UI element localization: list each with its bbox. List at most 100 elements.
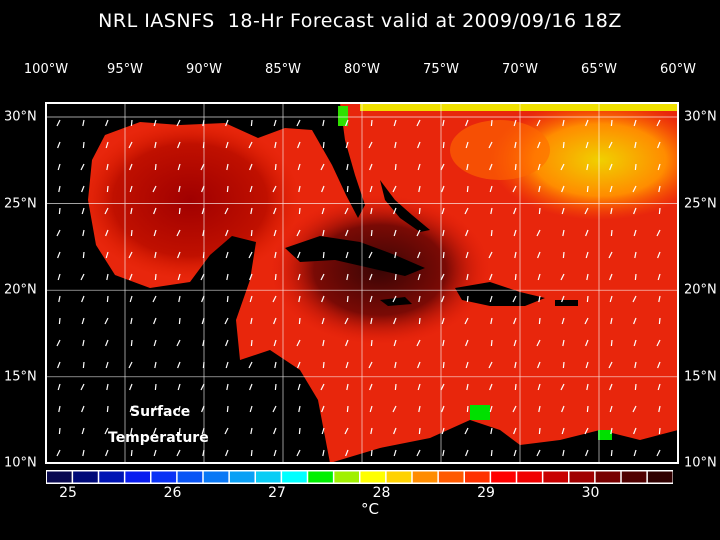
wind-arrow xyxy=(82,361,85,369)
wind-arrow xyxy=(418,207,421,215)
wind-arrow xyxy=(440,383,445,391)
lon-label: 90°W xyxy=(186,62,222,77)
wind-arrow xyxy=(561,207,565,215)
map-title: NRL IASNFS 18-Hr Forecast valid at 2009/… xyxy=(98,10,622,32)
wind-arrow xyxy=(440,163,445,171)
wind-arrow xyxy=(416,119,421,127)
wind-arrow xyxy=(514,361,517,369)
wind-arrow xyxy=(130,317,133,325)
wind-arrow xyxy=(466,273,469,281)
wind-arrow xyxy=(488,361,493,369)
wind-arrow xyxy=(345,339,349,347)
wind-arrow xyxy=(296,339,301,347)
lon-label: 65°W xyxy=(581,62,617,77)
land-jamaica xyxy=(380,297,412,306)
wind-arrow xyxy=(200,273,205,281)
wind-arrow xyxy=(633,317,637,325)
wind-arrow xyxy=(130,119,133,127)
wind-arrow xyxy=(344,207,349,215)
wind-arrow xyxy=(657,361,661,369)
land-puerto-rico xyxy=(555,300,578,306)
wind-arrow xyxy=(56,229,61,237)
colorbar-swatch xyxy=(543,471,568,483)
wind-arrow xyxy=(368,141,373,149)
wind-arrow xyxy=(442,141,445,149)
wind-arrow xyxy=(633,427,637,435)
wind-arrow xyxy=(58,295,61,303)
wind-arrow xyxy=(417,141,421,149)
wind-arrow xyxy=(369,295,373,303)
wind-arrow xyxy=(177,361,181,369)
wind-arrow xyxy=(513,119,517,127)
wind-arrow xyxy=(418,185,421,193)
wind-arrow xyxy=(272,295,277,303)
graticule xyxy=(46,103,678,463)
colorbar-unit: °C xyxy=(361,500,379,518)
colorbar-swatch xyxy=(47,471,72,483)
wind-arrow xyxy=(610,427,613,435)
wind-arrow xyxy=(560,383,565,391)
land-cuba xyxy=(285,236,425,276)
colorbar-swatch xyxy=(621,471,647,483)
wind-arrow xyxy=(296,449,301,457)
lon-label: 60°W xyxy=(660,62,696,77)
wind-arrow xyxy=(130,427,133,435)
wind-arrow xyxy=(538,207,541,215)
land-hispaniola xyxy=(455,282,545,306)
wind-arrow xyxy=(178,185,181,193)
wind-arrow xyxy=(248,141,253,149)
wind-arrow xyxy=(418,317,421,325)
wind-arrow xyxy=(634,251,637,259)
wind-arrow xyxy=(320,163,325,171)
colorbar-swatch xyxy=(229,471,255,483)
wind-arrow xyxy=(368,361,373,369)
wind-arrow xyxy=(466,295,469,303)
wind-arrow xyxy=(584,207,589,215)
wind-arrow xyxy=(514,163,517,171)
wind-arrow xyxy=(225,361,229,369)
colorbar-swatch xyxy=(308,471,333,483)
wind-arrow xyxy=(81,317,85,325)
wind-arrow xyxy=(225,449,229,457)
wind-arrow xyxy=(154,141,157,149)
wind-arrow xyxy=(153,229,157,237)
wind-arrow xyxy=(56,449,61,457)
wind-arrow xyxy=(273,317,277,325)
wind-arrow xyxy=(490,317,493,325)
wind-arrow xyxy=(489,273,493,281)
overlay-label-temperature: Temperature xyxy=(108,430,209,446)
wind-arrow xyxy=(200,383,205,391)
colorbar-swatch xyxy=(517,471,542,483)
wind-arrow xyxy=(489,383,493,391)
wind-arrow xyxy=(226,185,229,193)
wind-arrow xyxy=(154,361,157,369)
colorbar-swatch xyxy=(99,471,124,483)
wind-arrow xyxy=(513,317,517,325)
colorbar-swatch xyxy=(334,471,359,483)
wind-arrow xyxy=(610,229,613,237)
wind-arrow xyxy=(561,405,565,413)
wind-arrow xyxy=(129,185,133,193)
wind-arrow xyxy=(584,427,589,435)
wind-arrow xyxy=(417,361,421,369)
wind-arrow xyxy=(178,295,181,303)
wind-arrow xyxy=(656,339,661,347)
wind-arrow xyxy=(537,273,541,281)
wind-arrow xyxy=(128,251,133,259)
lat-label-left: 30°N xyxy=(4,109,37,125)
wind-arrow xyxy=(465,141,469,149)
lat-label-right: 10°N xyxy=(684,455,717,471)
wind-arrow xyxy=(537,361,541,369)
wind-arrow xyxy=(658,207,661,215)
wind-arrow xyxy=(321,427,325,435)
wind-arrow xyxy=(57,251,61,259)
wind-arrow xyxy=(249,163,253,171)
wind-arrow xyxy=(369,383,373,391)
wind-arrow xyxy=(225,119,229,127)
wind-arrow xyxy=(417,273,421,281)
wind-arrow xyxy=(466,405,469,413)
wind-arrow xyxy=(106,273,109,281)
wind-arrow xyxy=(585,361,589,369)
wind-arrow xyxy=(320,383,325,391)
